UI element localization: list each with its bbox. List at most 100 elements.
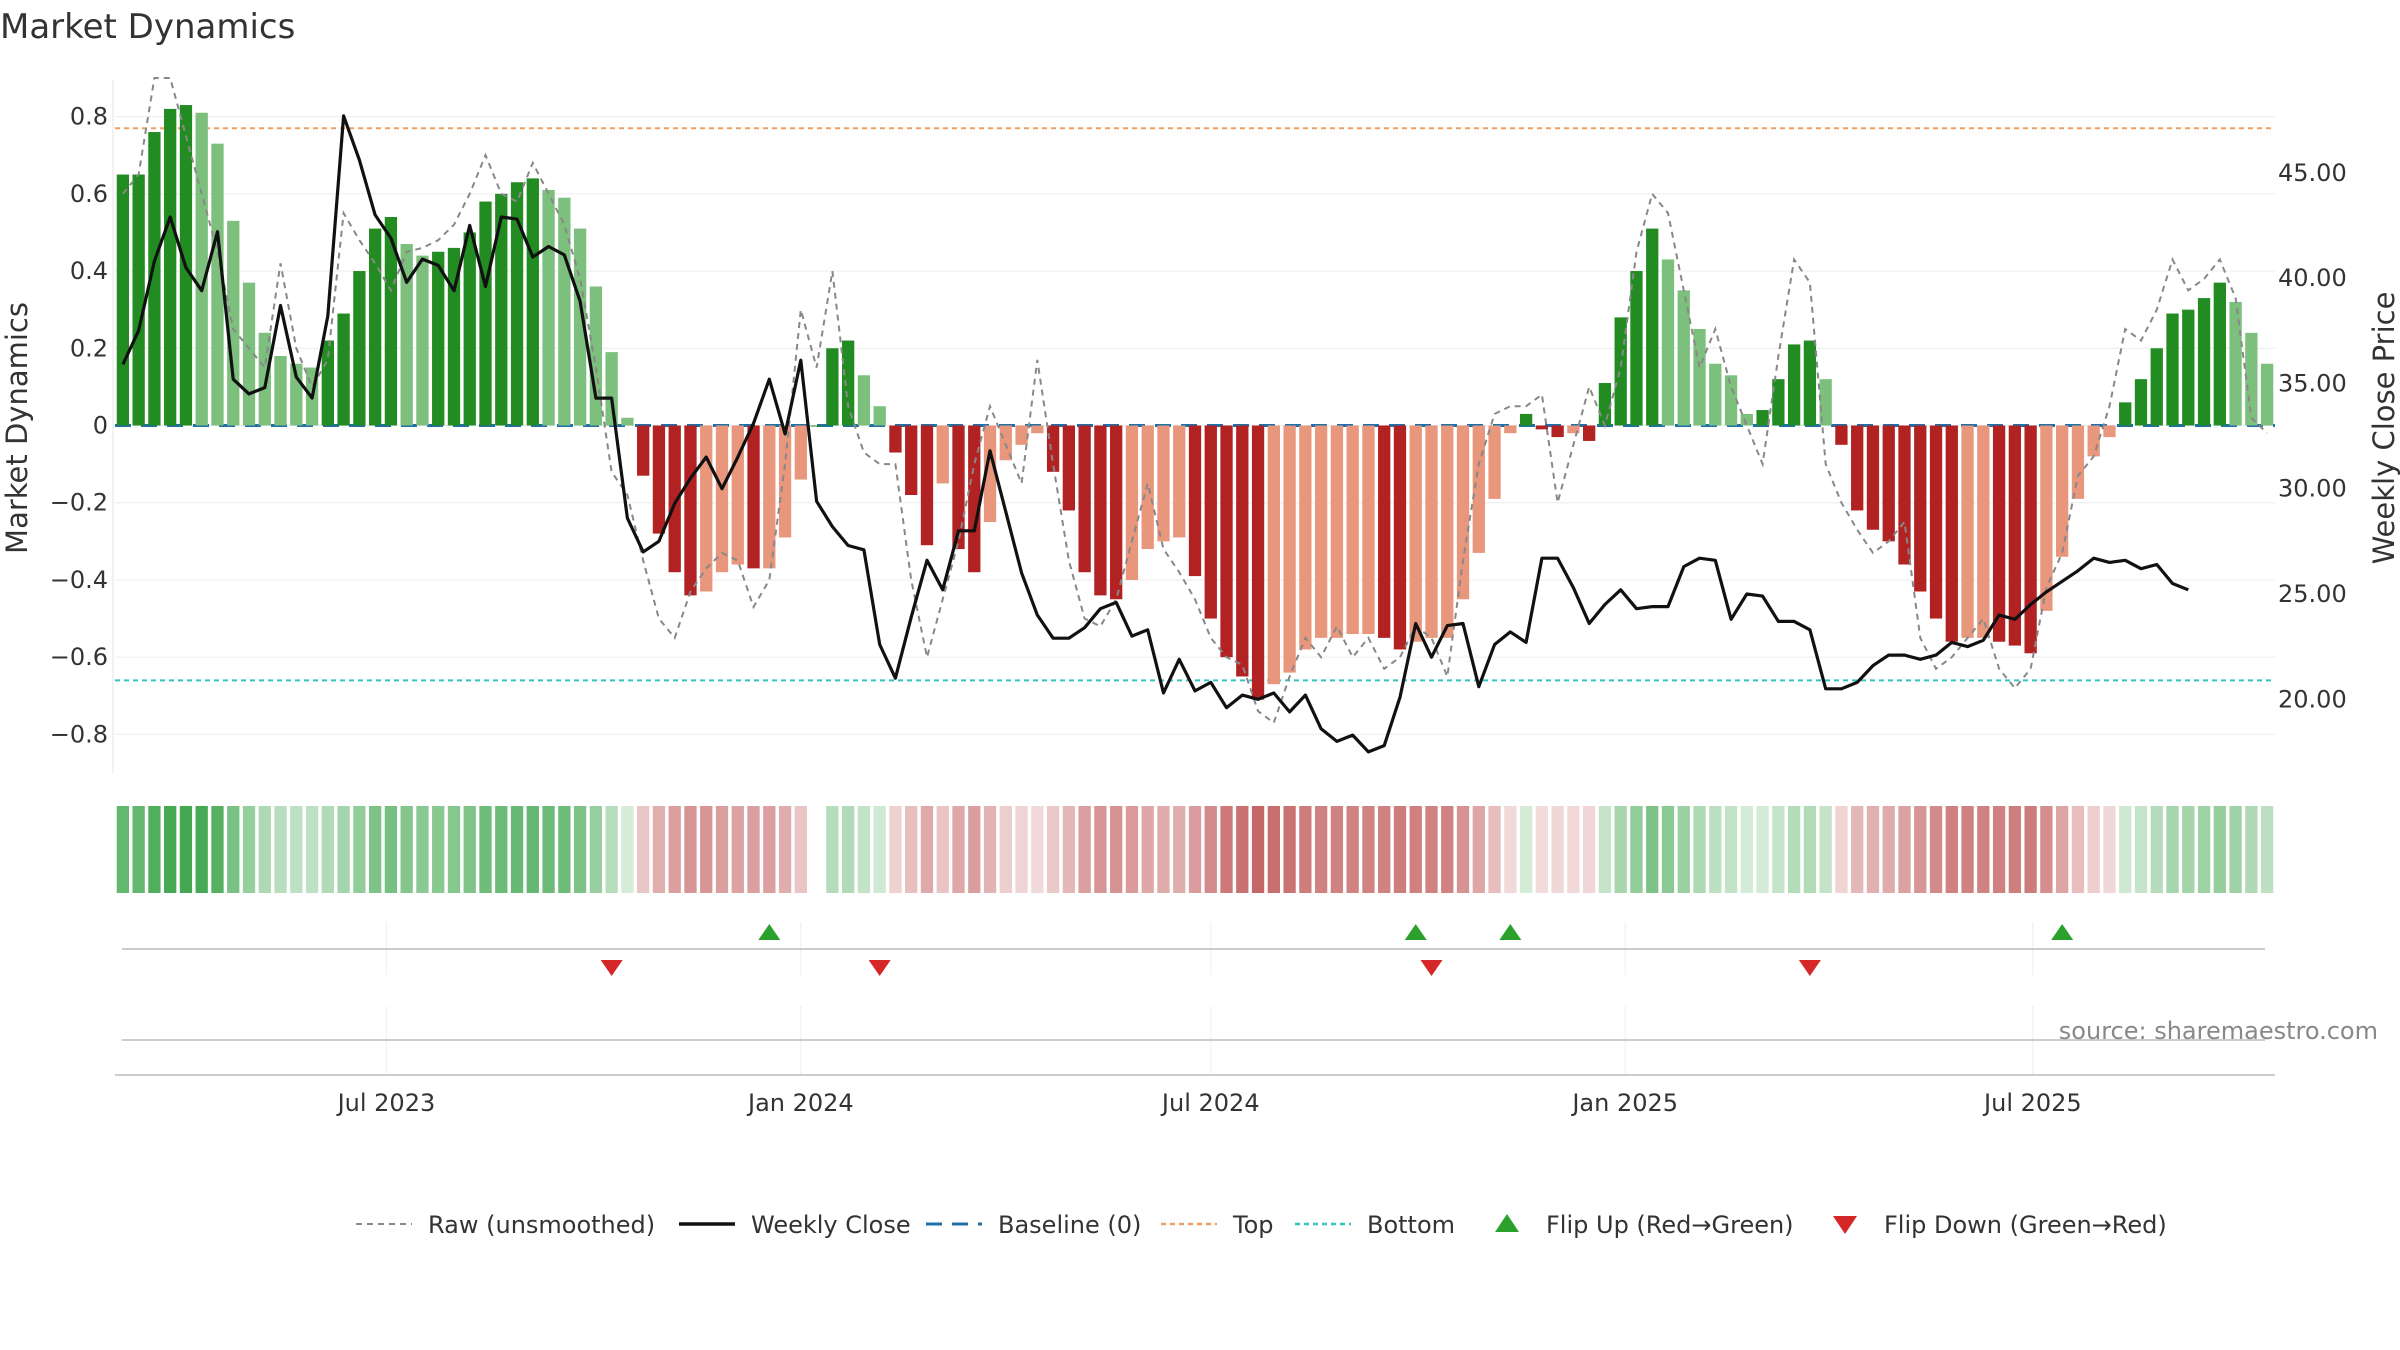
dynamics-bar	[258, 332, 271, 426]
dynamics-bar	[1535, 425, 1549, 430]
regime-cell	[2134, 806, 2148, 893]
left-tick-label: −0.6	[50, 643, 108, 671]
regime-cell	[1898, 806, 1911, 893]
legend-swatch	[1495, 1214, 1519, 1232]
dynamics-bar	[652, 425, 666, 534]
regime-cell	[605, 806, 618, 893]
regime-cell	[857, 806, 871, 893]
dynamics-bar	[1519, 413, 1533, 426]
regime-cell	[983, 806, 997, 893]
dynamics-bar	[2197, 298, 2211, 426]
dynamics-bar	[2245, 332, 2258, 426]
dynamics-bar	[857, 375, 871, 426]
regime-cell	[1851, 806, 1864, 893]
dynamics-bar	[573, 228, 587, 426]
regime-cell	[999, 806, 1012, 893]
dynamics-bar	[1898, 425, 1911, 565]
regime-cell	[2008, 806, 2022, 893]
dynamics-bar	[1157, 425, 1170, 542]
regime-cell	[526, 806, 539, 893]
regime-cell	[621, 806, 634, 893]
regime-cell	[1803, 806, 1817, 893]
regime-cell	[1504, 806, 1517, 893]
regime-cell	[2229, 806, 2242, 893]
dynamics-bar	[1220, 425, 1233, 658]
dynamics-bar	[1314, 425, 1328, 638]
dynamics-bar	[1441, 425, 1454, 638]
regime-cell	[2197, 806, 2211, 893]
dynamics-bar	[1756, 410, 1769, 426]
dynamics-bar	[1551, 425, 1564, 438]
dynamics-bar	[1062, 425, 1076, 511]
dynamics-bar	[1204, 425, 1217, 619]
dynamics-bar	[148, 132, 161, 426]
dynamics-bar	[558, 197, 571, 426]
regime-cell	[1141, 806, 1154, 893]
dynamics-bar	[1173, 425, 1186, 538]
dynamics-bar	[983, 425, 997, 523]
regime-cell	[873, 806, 886, 893]
regime-cell	[778, 806, 792, 893]
regime-cell	[1314, 806, 1328, 893]
x-tick-label: Jan 2025	[1570, 1089, 1678, 1117]
regime-cell	[700, 806, 713, 893]
dynamics-bar	[1661, 259, 1675, 426]
bottom-panel	[115, 1006, 2275, 1076]
legend-label: Baseline (0)	[998, 1211, 1141, 1239]
regime-cell	[2040, 806, 2053, 893]
regime-cell	[353, 806, 366, 893]
left-tick-label: −0.4	[50, 566, 108, 594]
dynamics-bar	[1914, 425, 1927, 592]
dynamics-bar	[1299, 425, 1312, 650]
left-axis-title: Market Dynamics	[0, 302, 34, 554]
dynamics-bar	[2134, 379, 2148, 426]
dynamics-bar	[132, 174, 145, 426]
regime-cell	[1173, 806, 1186, 893]
regime-cell	[1677, 806, 1690, 893]
regime-cell	[1709, 806, 1722, 893]
dynamics-bar	[353, 271, 366, 426]
flip-panel	[122, 922, 2265, 976]
dynamics-bar	[1772, 379, 1785, 426]
legend-label: Raw (unsmoothed)	[428, 1211, 655, 1239]
dynamics-bar	[2166, 313, 2179, 426]
regime-cell	[274, 806, 287, 893]
regime-cell	[164, 806, 177, 893]
x-tick-label: Jan 2024	[746, 1089, 854, 1117]
regime-cell	[2103, 806, 2116, 893]
dynamics-bar	[526, 178, 539, 426]
regime-cell	[1125, 806, 1139, 893]
regime-cell	[731, 806, 744, 893]
regime-cell	[1362, 806, 1375, 893]
regime-cell	[1598, 806, 1612, 893]
flip-up-marker	[1499, 924, 1522, 940]
regime-cell	[1078, 806, 1091, 893]
regime-cell	[321, 806, 334, 893]
regime-cell	[242, 806, 256, 893]
regime-cell	[1535, 806, 1549, 893]
legend-label: Bottom	[1367, 1211, 1455, 1239]
regime-cell	[305, 806, 319, 893]
regime-cell	[479, 806, 492, 893]
flip-down-marker	[1420, 960, 1443, 976]
right-tick-label: 30.00	[2278, 475, 2347, 503]
regime-cell	[2056, 806, 2069, 893]
regime-cell	[1945, 806, 1958, 893]
dynamics-bars	[116, 105, 2274, 700]
chart-title: Market Dynamics	[0, 7, 295, 47]
dynamics-bar	[1110, 425, 1123, 600]
regime-cell	[2166, 806, 2179, 893]
regime-cell	[1441, 806, 1454, 893]
dynamics-bar	[1945, 425, 1958, 642]
dynamics-bar	[2024, 425, 2037, 654]
dynamics-bar	[1378, 425, 1391, 638]
regime-cell	[1110, 806, 1123, 893]
regime-cell	[1251, 806, 1265, 893]
regime-cell	[384, 806, 398, 893]
dynamics-bar	[589, 286, 603, 426]
dynamics-bar	[2229, 301, 2242, 426]
dynamics-bar	[1015, 425, 1028, 445]
x-tick-label: Jul 2025	[1982, 1089, 2082, 1117]
dynamics-bar	[495, 193, 508, 426]
dynamics-bar	[1425, 425, 1438, 638]
